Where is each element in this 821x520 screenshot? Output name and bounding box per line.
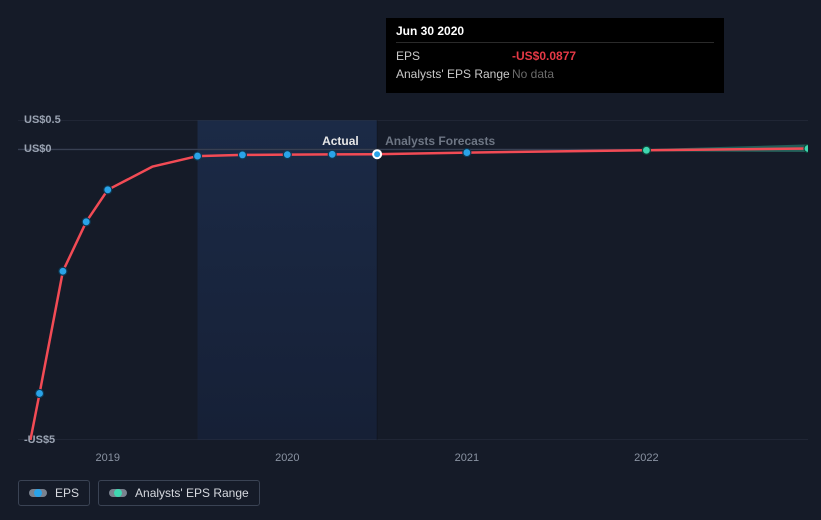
tooltip-date: Jun 30 2020 [396, 24, 714, 43]
x-axis-tick: 2020 [275, 452, 299, 464]
legend-swatch [109, 489, 127, 497]
tooltip-row-value: No data [512, 67, 554, 81]
eps-chart-svg [18, 120, 808, 440]
legend-item[interactable]: EPS [18, 480, 90, 506]
region-label-actual: Actual [322, 134, 359, 148]
tooltip-row-label: EPS [396, 49, 512, 63]
region-label-forecast: Analysts Forecasts [385, 134, 495, 148]
x-axis-tick: 2019 [96, 452, 120, 464]
legend-swatch [29, 489, 47, 497]
eps-chart-stage: Jun 30 2020 EPS-US$0.0877Analysts' EPS R… [0, 0, 821, 520]
x-axis-tick: 2021 [455, 452, 479, 464]
legend-label: EPS [55, 486, 79, 500]
x-axis-tick: 2022 [634, 452, 658, 464]
tooltip-row-value: -US$0.0877 [512, 49, 576, 63]
y-axis-tick: -US$5 [24, 434, 55, 446]
chart-tooltip: Jun 30 2020 EPS-US$0.0877Analysts' EPS R… [386, 18, 724, 93]
eps-chart-plot[interactable]: US$0.5US$0-US$52019202020212022ActualAna… [18, 120, 808, 440]
tooltip-row: EPS-US$0.0877 [396, 47, 714, 65]
y-axis-tick: US$0 [24, 143, 52, 155]
y-axis-tick: US$0.5 [24, 114, 61, 126]
legend-label: Analysts' EPS Range [135, 486, 249, 500]
chart-legend: EPS Analysts' EPS Range [18, 480, 260, 506]
legend-item[interactable]: Analysts' EPS Range [98, 480, 260, 506]
tooltip-row-label: Analysts' EPS Range [396, 67, 512, 81]
tooltip-row: Analysts' EPS RangeNo data [396, 65, 714, 83]
